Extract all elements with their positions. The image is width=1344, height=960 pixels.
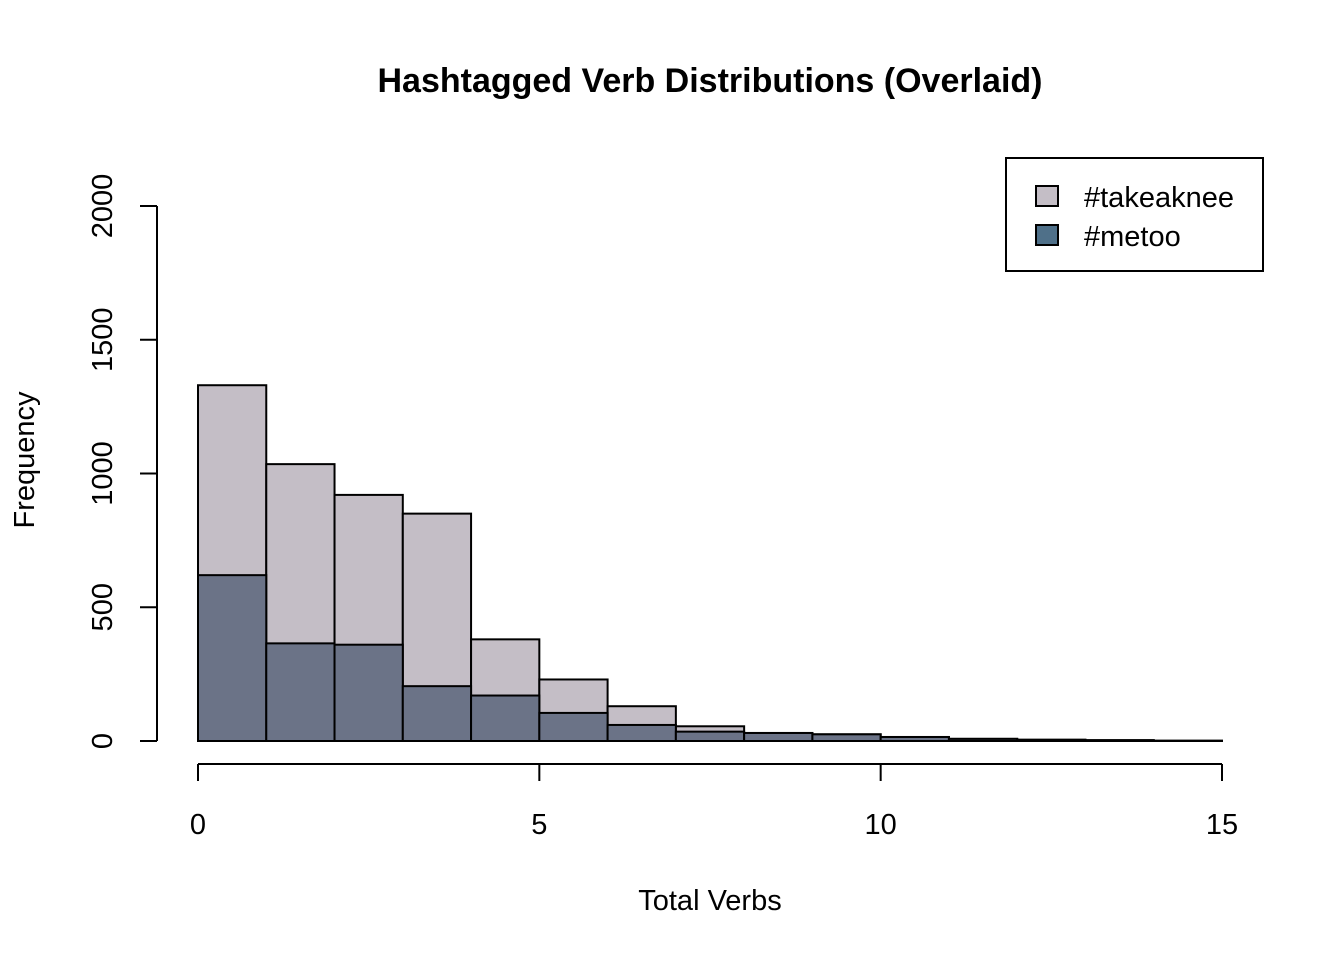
bar-metoo-9 xyxy=(811,733,882,742)
bar-metoo-0 xyxy=(197,574,268,743)
bar-metoo-8 xyxy=(743,731,814,742)
bar-metoo-12 xyxy=(1016,738,1087,742)
legend-label-takeaknee: #takeaknee xyxy=(1084,182,1234,214)
bar-metoo-5 xyxy=(538,711,609,742)
x-tick-label-2: 10 xyxy=(865,809,897,841)
legend: #takeaknee #metoo xyxy=(1005,157,1264,272)
bar-metoo-2 xyxy=(333,643,404,743)
x-tick-label-3: 15 xyxy=(1206,809,1238,841)
bar-metoo-13 xyxy=(1084,739,1155,743)
bar-metoo-1 xyxy=(265,642,336,742)
x-axis-label: Total Verbs xyxy=(638,885,781,917)
y-tick-label-3: 1500 xyxy=(87,307,119,372)
x-axis: 0 5 10 15 xyxy=(190,763,1238,841)
bar-metoo-3 xyxy=(401,685,473,742)
legend-label-metoo: #metoo xyxy=(1084,221,1181,253)
x-tick-label-1: 5 xyxy=(531,809,547,841)
y-axis: 0 500 1000 1500 2000 xyxy=(87,174,158,749)
bar-metoo-4 xyxy=(470,694,541,743)
y-tick-label-0: 0 xyxy=(87,733,119,749)
x-tick-label-0: 0 xyxy=(190,809,206,841)
bar-metoo-10 xyxy=(879,735,950,742)
chart-title: Hashtagged Verb Distributions (Overlaid) xyxy=(377,62,1042,100)
legend-swatch-metoo xyxy=(1035,224,1059,246)
y-axis-label: Frequency xyxy=(9,391,41,529)
legend-box xyxy=(1005,157,1264,272)
bar-metoo-11 xyxy=(947,737,1019,742)
bar-metoo-7 xyxy=(674,730,746,743)
metoo-bars xyxy=(197,574,1223,743)
legend-swatch-takeaknee xyxy=(1035,185,1059,207)
y-tick-label-1: 500 xyxy=(87,583,119,631)
y-tick-label-2: 1000 xyxy=(87,441,119,506)
bar-metoo-6 xyxy=(606,723,677,743)
y-tick-label-4: 2000 xyxy=(87,174,119,239)
